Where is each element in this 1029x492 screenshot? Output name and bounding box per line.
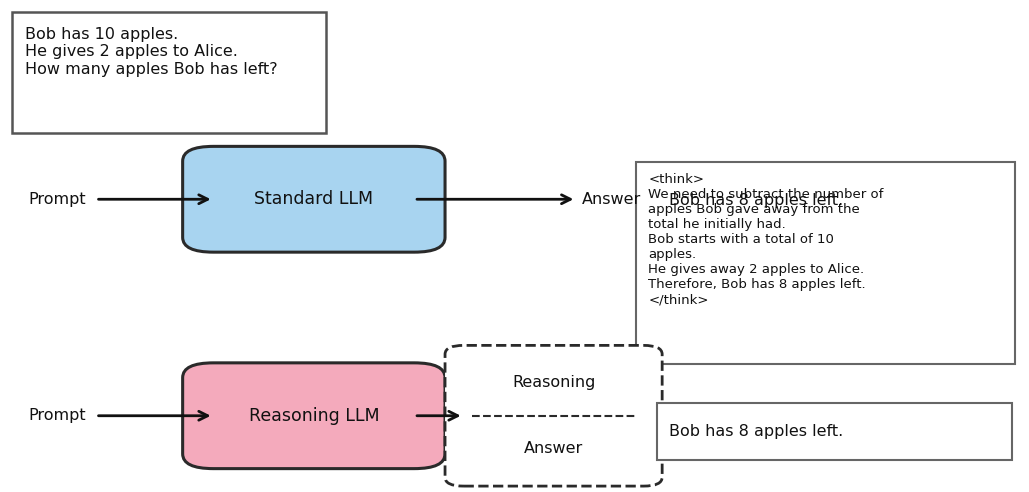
Text: Bob has 8 apples left.: Bob has 8 apples left. (669, 424, 843, 439)
Text: Answer: Answer (524, 441, 583, 457)
Text: Prompt: Prompt (29, 192, 86, 207)
Text: Bob has 8 apples left.: Bob has 8 apples left. (669, 193, 843, 208)
Text: Reasoning LLM: Reasoning LLM (249, 407, 379, 425)
Bar (636, 162, 1015, 364)
Bar (12, 12, 326, 133)
Text: Answer: Answer (581, 192, 641, 207)
Bar (657, 172, 1012, 229)
FancyBboxPatch shape (182, 363, 445, 468)
Text: Bob has 10 apples.
He gives 2 apples to Alice.
How many apples Bob has left?: Bob has 10 apples. He gives 2 apples to … (25, 27, 278, 77)
Text: <think>
We need to subtract the number of
apples Bob gave away from the
total he: <think> We need to subtract the number o… (648, 173, 884, 306)
FancyBboxPatch shape (445, 345, 662, 486)
Text: Standard LLM: Standard LLM (254, 190, 374, 208)
FancyBboxPatch shape (182, 147, 445, 252)
Bar (657, 403, 1012, 460)
Text: Prompt: Prompt (29, 408, 86, 423)
Text: Reasoning: Reasoning (511, 375, 596, 390)
